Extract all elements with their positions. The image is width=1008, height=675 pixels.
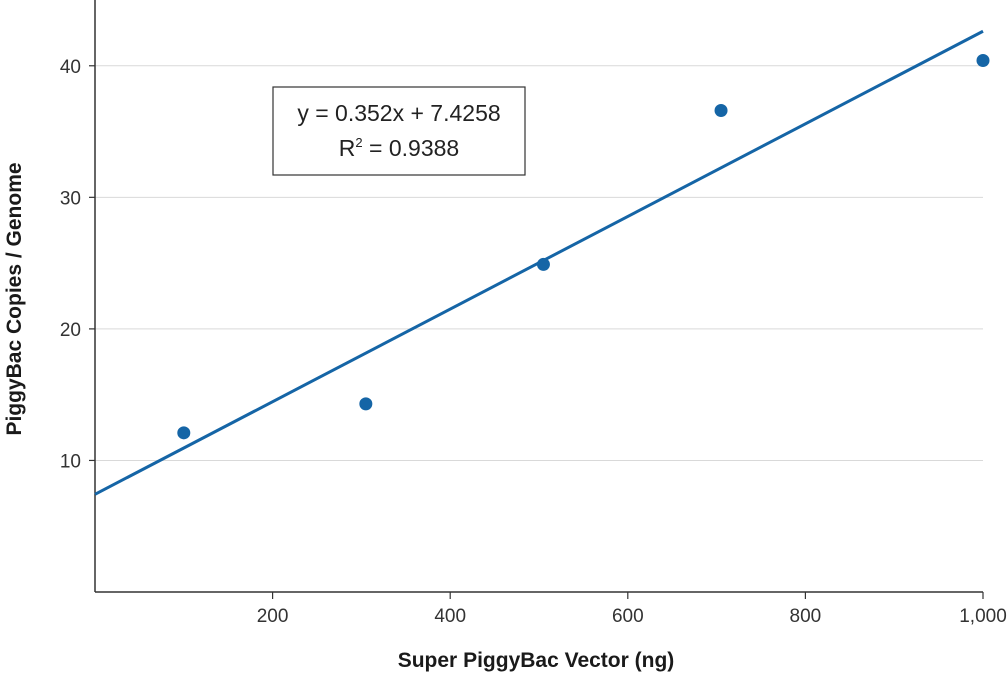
- x-tick-label: 400: [434, 606, 466, 627]
- r-squared-base: R: [339, 135, 356, 161]
- data-points: [177, 54, 990, 440]
- x-tick-label: 200: [257, 606, 289, 627]
- r-squared-value: = 0.9388: [363, 135, 460, 161]
- y-tick-label: 10: [60, 451, 81, 472]
- x-tick-label: 1,000: [959, 606, 1007, 627]
- data-point: [714, 104, 728, 118]
- x-tick-label: 800: [790, 606, 822, 627]
- y-tick-label: 30: [60, 188, 81, 209]
- y-tick-label: 40: [60, 57, 81, 78]
- annotation-border: [272, 86, 526, 176]
- data-point: [359, 397, 373, 411]
- equation-annotation: y = 0.352x + 7.4258 R2 = 0.9388: [272, 86, 526, 176]
- gridlines: [95, 65, 983, 461]
- axes: [89, 0, 984, 599]
- y-tick-label: 20: [60, 320, 81, 341]
- data-point: [177, 426, 191, 440]
- y-axis-title: PiggyBac Copies / Genome: [3, 162, 26, 435]
- tick-labels: 10 20 30 40 200 400 600 800 1,000: [60, 57, 1007, 627]
- trendline-equation: y = 0.352x + 7.4258: [297, 100, 500, 126]
- data-point: [976, 54, 990, 68]
- x-tick-label: 600: [612, 606, 644, 627]
- data-point: [536, 257, 550, 271]
- r-squared-label: R2 = 0.9388: [339, 135, 459, 161]
- x-axis-title: Super PiggyBac Vector (ng): [398, 649, 675, 672]
- r-squared-exponent: 2: [355, 135, 362, 150]
